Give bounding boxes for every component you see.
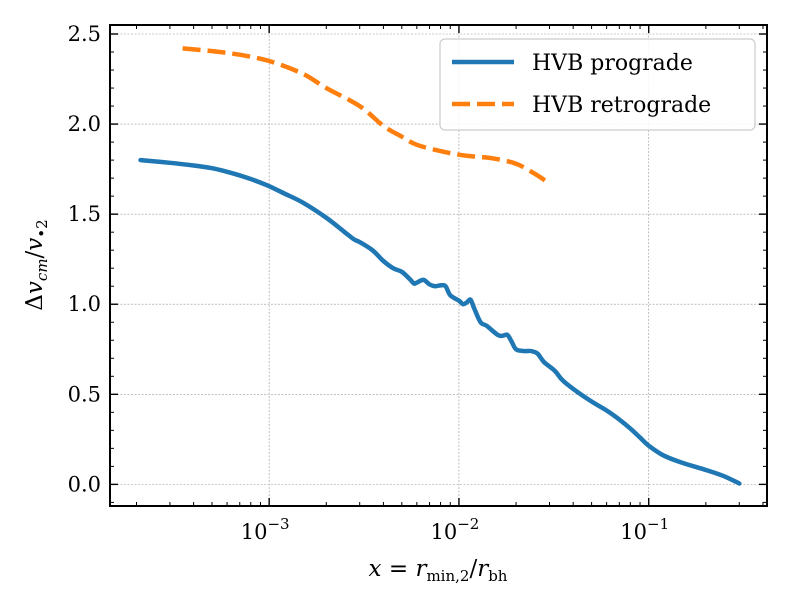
tick-labels: 0.00.51.01.52.02.510−3 10−2 10−1 bbox=[68, 22, 670, 544]
series-line-hvb-retrograde bbox=[182, 46, 551, 186]
axis-ticks bbox=[110, 25, 767, 506]
x-tick-label: 10−1 bbox=[620, 515, 669, 544]
plot-frame bbox=[109, 24, 768, 507]
legend-label-hvb-retrograde: HVB retrograde bbox=[532, 93, 711, 118]
y-tick-label: 0.5 bbox=[68, 382, 101, 406]
legend-label-hvb-prograde: HVB prograde bbox=[532, 51, 693, 76]
x-tick-label-exponent: −3 bbox=[267, 515, 289, 533]
series-line-hvb-prograde bbox=[138, 157, 742, 486]
x-tick-label-base: 10 bbox=[241, 520, 268, 544]
x-tick-label-base: 10 bbox=[620, 520, 647, 544]
x-axis-label: x = rmin,2/rbh bbox=[369, 556, 508, 585]
y-axis-label: Δvcm/v•2 bbox=[22, 219, 51, 310]
y-tick-label: 2.0 bbox=[68, 112, 101, 136]
legend-box bbox=[439, 38, 756, 131]
plot-series bbox=[138, 46, 742, 486]
x-tick-label-base: 10 bbox=[431, 520, 458, 544]
legend: HVB prograde HVB retrograde bbox=[439, 38, 756, 131]
x-tick-label: 10−3 bbox=[241, 515, 290, 544]
y-tick-label: 0.0 bbox=[68, 472, 101, 496]
x-tick-label-exponent: −2 bbox=[457, 515, 479, 533]
y-tick-label: 1.5 bbox=[68, 202, 101, 226]
x-tick-label-exponent: −1 bbox=[647, 515, 669, 533]
y-tick-label: 2.5 bbox=[68, 22, 101, 46]
x-tick-label: 10−2 bbox=[431, 515, 480, 544]
y-tick-label: 1.0 bbox=[68, 292, 101, 316]
